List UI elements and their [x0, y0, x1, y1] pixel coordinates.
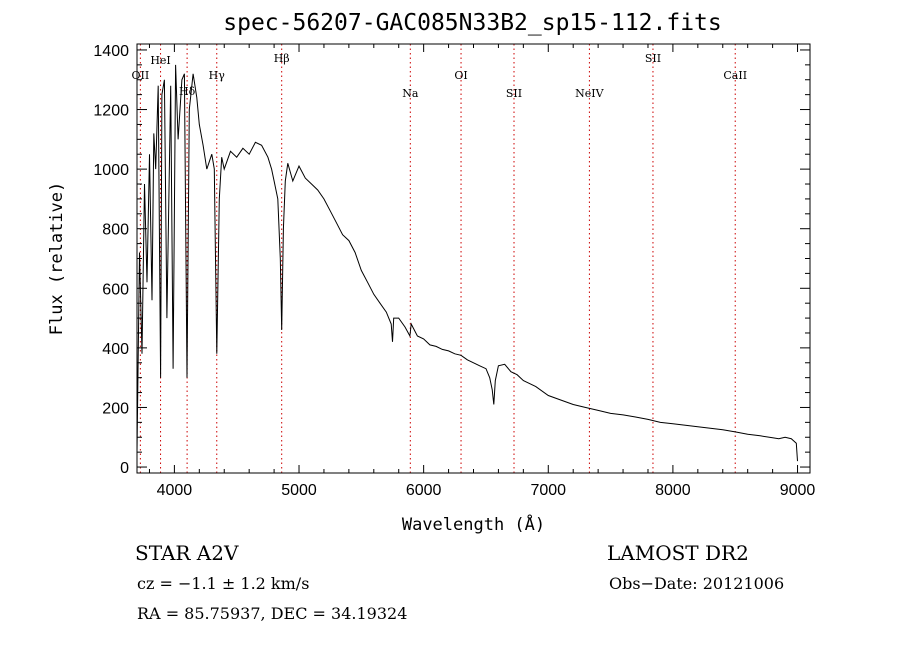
- chart-title: spec-56207-GAC085N33B2_sp15-112.fits: [223, 10, 722, 36]
- x-tick-label-1: 5000: [281, 482, 317, 499]
- x-tick-label-0: 4000: [157, 482, 193, 499]
- x-tick-label-3: 7000: [530, 482, 566, 499]
- line-label-0: OII: [132, 69, 150, 82]
- y-tick-label-7: 1400: [93, 43, 129, 60]
- x-tick-label-4: 8000: [655, 482, 691, 499]
- object-class: STAR A2V: [135, 541, 239, 565]
- line-label-6: OI: [454, 69, 467, 82]
- line-label-3: Hγ: [209, 69, 226, 82]
- y-tick-label-4: 800: [102, 222, 129, 239]
- x-tick-label-2: 6000: [406, 482, 442, 499]
- survey-name: LAMOST DR2: [607, 541, 749, 565]
- y-tick-label-5: 1000: [93, 162, 129, 179]
- line-label-5: Na: [402, 87, 419, 100]
- plot-frame: [136, 43, 811, 474]
- y-tick-label-3: 600: [102, 281, 129, 298]
- line-label-1: HeI: [150, 54, 170, 67]
- line-label-7: SII: [506, 87, 522, 100]
- x-axis-label: Wavelength (Å): [402, 513, 545, 535]
- y-tick-label-6: 1200: [93, 103, 129, 120]
- y-tick-label-1: 200: [102, 400, 129, 417]
- spectrum-line: [136, 64, 798, 462]
- coordinates: RA = 85.75937, DEC = 34.19324: [137, 604, 408, 623]
- y-tick-label-2: 400: [102, 341, 129, 358]
- observation-date: Obs−Date: 20121006: [609, 574, 785, 593]
- y-tick-label-0: 0: [120, 460, 129, 477]
- line-label-10: CaII: [723, 69, 747, 82]
- redshift-cz: cz = −1.1 ± 1.2 km/s: [137, 574, 310, 593]
- line-label-8: NeIV: [575, 87, 604, 100]
- y-axis-label: Flux (relative): [47, 182, 67, 336]
- line-label-9: SII: [645, 52, 661, 65]
- x-tick-label-5: 9000: [780, 482, 816, 499]
- line-label-2: Hδ: [179, 85, 196, 98]
- line-label-4: Hβ: [274, 52, 290, 65]
